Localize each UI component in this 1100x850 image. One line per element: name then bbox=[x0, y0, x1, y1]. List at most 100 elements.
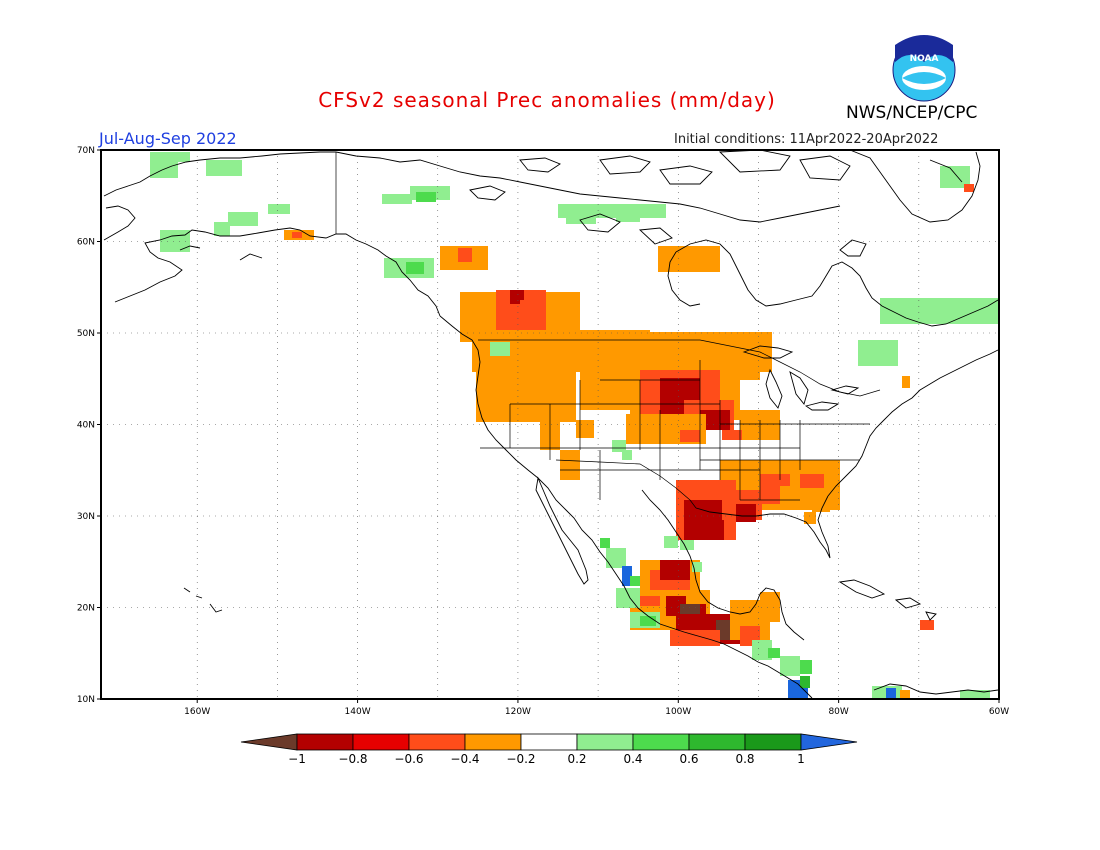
anomaly-cell bbox=[560, 450, 580, 480]
anomaly-cell bbox=[960, 690, 990, 699]
anomaly-cell bbox=[268, 204, 290, 214]
anomaly-cell bbox=[382, 194, 412, 204]
anomaly-cell bbox=[804, 512, 816, 524]
colorbar-label: 1 bbox=[797, 752, 805, 766]
anomaly-cell bbox=[476, 372, 576, 422]
axis-ticks: 10N 20N 30N 40N 50N 60N 70N 160W 140W 120W 100W 80W… bbox=[77, 146, 1009, 717]
lat-tick-label: 70N bbox=[77, 146, 95, 156]
lon-tick-label: 100W bbox=[665, 707, 691, 717]
anomaly-cell bbox=[658, 246, 720, 272]
colorbar-label: −0.4 bbox=[450, 752, 479, 766]
colorbar: −1 −0.8 −0.6 −0.4 −0.2 0.2 0.4 0.6 0.8 1 bbox=[240, 733, 858, 766]
anomaly-cell bbox=[700, 510, 724, 540]
anomaly-cell bbox=[160, 230, 190, 252]
anomaly-cell bbox=[622, 450, 632, 460]
anomaly-cell bbox=[178, 152, 190, 162]
lon-tick-label: 160W bbox=[184, 707, 210, 717]
lat-tick-label: 60N bbox=[77, 238, 95, 248]
colorbar-label: 0.2 bbox=[567, 752, 586, 766]
anomaly-cell bbox=[566, 212, 596, 224]
lat-tick-label: 30N bbox=[77, 512, 95, 522]
colorbar-segment bbox=[408, 733, 466, 751]
anomaly-cell bbox=[880, 298, 998, 324]
anomaly-cell bbox=[736, 504, 756, 522]
anomaly-cell bbox=[692, 562, 702, 572]
lon-tick-label: 60W bbox=[989, 707, 1009, 717]
initial-conditions-label: Initial conditions: 11Apr2022-20Apr2022 bbox=[674, 132, 939, 147]
anomaly-cell bbox=[292, 232, 302, 238]
colorbar-label: 0.4 bbox=[623, 752, 642, 766]
map-panel: 10N 20N 30N 40N 50N 60N 70N 160W 140W 120W 100W 80W… bbox=[77, 146, 1009, 717]
lat-tick-label: 50N bbox=[77, 329, 95, 339]
anomaly-cell bbox=[416, 192, 436, 202]
anomaly-cell bbox=[616, 206, 640, 222]
colorbar-segment bbox=[632, 733, 690, 751]
anomaly-cell bbox=[800, 474, 824, 488]
anomaly-cell bbox=[606, 548, 626, 568]
anomaly-cell bbox=[576, 420, 594, 438]
colorbar-label: 0.6 bbox=[679, 752, 698, 766]
anomaly-cell bbox=[660, 560, 690, 580]
anomaly-cell bbox=[600, 538, 610, 548]
anomaly-cell bbox=[902, 376, 910, 388]
colorbar-segment bbox=[464, 733, 522, 751]
lon-tick-label: 80W bbox=[828, 707, 848, 717]
colorbar-label: −0.6 bbox=[394, 752, 423, 766]
colorbar-label: 0.8 bbox=[735, 752, 754, 766]
lat-tick-label: 10N bbox=[77, 695, 95, 705]
anomaly-cell bbox=[206, 160, 242, 176]
colorbar-segment bbox=[688, 733, 746, 751]
anomaly-cell bbox=[612, 440, 626, 452]
agency-label: NWS/NCEP/CPC bbox=[846, 103, 978, 123]
anomaly-cell bbox=[664, 536, 678, 548]
anomaly-cell bbox=[520, 300, 540, 324]
anomaly-cell bbox=[886, 688, 896, 698]
noaa-logo-text: NOAA bbox=[910, 54, 939, 64]
colorbar-label: −0.8 bbox=[338, 752, 367, 766]
anomaly-cell bbox=[940, 166, 970, 188]
colorbar-segment bbox=[576, 733, 634, 751]
anomaly-cell bbox=[670, 630, 720, 646]
anomaly-cell bbox=[812, 500, 830, 512]
lat-tick-label: 40N bbox=[77, 421, 95, 431]
political-borders bbox=[335, 152, 881, 509]
anomaly-cell bbox=[722, 430, 742, 440]
anomaly-cell bbox=[640, 596, 660, 606]
lon-tick-label: 120W bbox=[505, 707, 531, 717]
anomaly-cell bbox=[680, 430, 700, 442]
anomaly-cell bbox=[920, 620, 934, 630]
anomaly-cell bbox=[800, 660, 812, 674]
colorbar-label: −1 bbox=[288, 752, 306, 766]
season-label: Jul-Aug-Sep 2022 bbox=[99, 129, 237, 148]
anomaly-cell bbox=[900, 690, 910, 699]
colorbar-left-arrow bbox=[240, 733, 298, 751]
colorbar-right-arrow bbox=[800, 733, 858, 751]
colorbar-segment bbox=[520, 733, 578, 751]
lon-tick-label: 140W bbox=[345, 707, 371, 717]
anomaly-cell bbox=[800, 676, 810, 688]
anomaly-cell bbox=[640, 616, 656, 626]
lat-tick-label: 20N bbox=[77, 604, 95, 614]
chart-title: CFSv2 seasonal Prec anomalies (mm/day) bbox=[318, 88, 776, 112]
anomaly-cell bbox=[406, 262, 424, 274]
anomaly-cell bbox=[730, 360, 760, 380]
anomaly-cell bbox=[214, 222, 230, 236]
anomaly-cell bbox=[760, 592, 780, 622]
anomaly-cell bbox=[228, 212, 258, 226]
anomaly-cell bbox=[780, 486, 820, 506]
anomaly-cell bbox=[964, 184, 974, 192]
anomaly-layer bbox=[150, 152, 998, 700]
coastlines bbox=[103, 149, 999, 699]
anomaly-cell bbox=[616, 588, 640, 608]
anomaly-cell bbox=[490, 342, 510, 356]
colorbar-segment bbox=[296, 733, 354, 751]
anomaly-cell bbox=[680, 604, 700, 614]
anomaly-cell bbox=[630, 576, 640, 586]
anomaly-cell bbox=[858, 340, 898, 366]
anomaly-cell bbox=[700, 410, 730, 430]
anomaly-cell bbox=[458, 248, 472, 262]
anomaly-cell bbox=[622, 566, 632, 586]
colorbar-segment bbox=[352, 733, 410, 751]
noaa-logo: NOAA bbox=[892, 35, 956, 102]
